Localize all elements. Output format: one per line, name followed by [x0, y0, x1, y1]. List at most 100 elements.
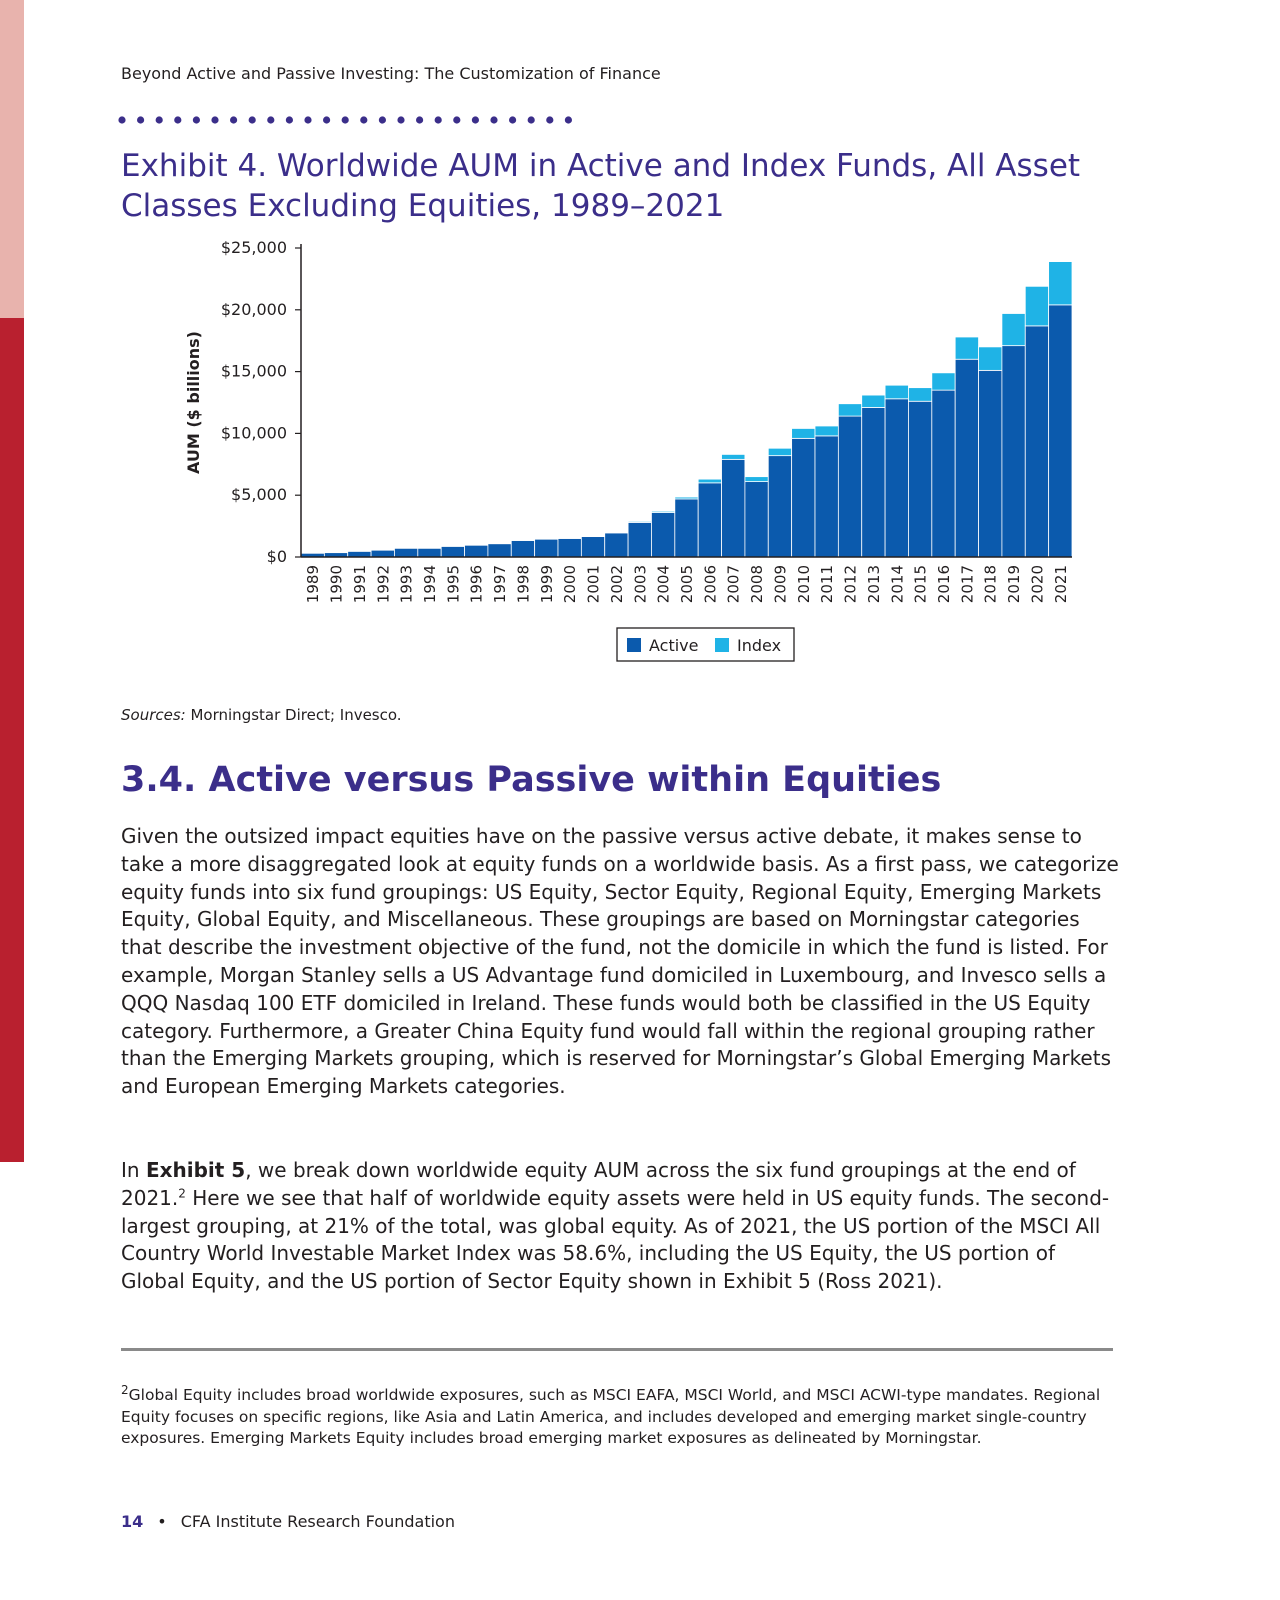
bar-active-2020: [1024, 325, 1050, 558]
divider-dot: [304, 116, 312, 124]
bar-index-2014: [884, 384, 909, 400]
divider-dot: [323, 116, 331, 124]
x-tick-label: 2007: [725, 565, 743, 603]
dotted-divider: [118, 116, 572, 124]
bar-active-2003: [627, 521, 652, 558]
footer-bullet: •: [157, 1512, 167, 1531]
divider-dot: [527, 116, 535, 124]
sidebar-accent-red: [0, 318, 24, 1162]
bar-index-2007: [721, 454, 746, 460]
bar-index-2017: [954, 336, 979, 360]
bar-active-2008: [744, 481, 769, 558]
section-title: 3.4. Active versus Passive within Equiti…: [121, 760, 942, 800]
bar-active-1992: [370, 549, 395, 558]
footnote-text: Global Equity includes broad worldwide e…: [121, 1386, 1101, 1447]
bar-active-2004: [651, 512, 676, 558]
divider-dot: [341, 116, 349, 124]
y-tick-label: $15,000: [221, 362, 287, 381]
divider-dot: [453, 116, 461, 124]
bar-index-1999: [534, 538, 559, 540]
bar-index-2008: [744, 476, 769, 483]
bar-index-2010: [791, 428, 816, 439]
divider-dot: [416, 116, 424, 124]
bar-active-2019: [1001, 345, 1026, 558]
bar-active-2012: [837, 415, 863, 558]
footnote-mark: 2: [121, 1382, 129, 1397]
x-tick-label: 2018: [982, 565, 1000, 603]
divider-dot: [155, 116, 163, 124]
x-tick-label: 1995: [444, 565, 462, 603]
footnote: 2Global Equity includes broad worldwide …: [121, 1382, 1121, 1450]
legend-label-active: Active: [649, 636, 699, 655]
bar-active-2010: [791, 437, 816, 558]
bar-index-2006: [697, 478, 722, 484]
bar-index-2002: [604, 531, 629, 534]
x-tick-label: 2013: [865, 565, 883, 603]
x-tick-label: 2012: [842, 565, 860, 603]
bar-active-1998: [510, 539, 536, 558]
bar-index-2019: [1001, 313, 1026, 347]
bar-active-2017: [954, 358, 979, 558]
bar-index-2012: [837, 403, 863, 417]
legend-box: [616, 627, 795, 662]
x-tick-label: 2014: [888, 565, 906, 603]
bar-index-2001: [580, 535, 606, 538]
bar-index-2004: [651, 510, 676, 513]
x-tick-label: 1997: [491, 565, 509, 603]
divider-dot: [509, 116, 517, 124]
bar-active-2016: [931, 389, 956, 558]
bar-index-2011: [814, 425, 839, 437]
x-tick-label: 1994: [421, 565, 439, 603]
x-tick-label: 2021: [1052, 565, 1070, 603]
sources-text: Morningstar Direct; Invesco.: [185, 706, 402, 724]
y-tick-label: $20,000: [221, 300, 287, 319]
y-tick-label: $0: [267, 547, 287, 566]
bar-index-2021: [1048, 261, 1073, 306]
x-tick-label: 1993: [398, 565, 416, 603]
sidebar-accent-pink: [0, 0, 24, 318]
bar-active-1999: [534, 538, 559, 558]
x-tick-label: 2017: [958, 565, 976, 603]
bar-index-2000: [557, 537, 582, 539]
bar-index-2018: [978, 346, 1003, 371]
y-tick-label: $10,000: [221, 423, 287, 442]
divider-dot: [490, 116, 498, 124]
sources-label: Sources:: [121, 706, 186, 724]
x-tick-label: 2000: [561, 565, 579, 603]
page-number: 14: [121, 1512, 144, 1531]
bar-active-2009: [767, 455, 793, 558]
x-tick-label: 1998: [514, 565, 532, 603]
divider-dot: [192, 116, 200, 124]
divider-dot: [248, 116, 256, 124]
divider-dot: [211, 116, 219, 124]
bar-index-2003: [627, 521, 652, 523]
page-footer: 14 • CFA Institute Research Foundation: [121, 1512, 455, 1531]
body-paragraph-2: In Exhibit 5, we break down worldwide eq…: [121, 1157, 1121, 1296]
bar-active-2006: [697, 482, 722, 558]
x-tick-label: 1996: [468, 565, 486, 603]
bar-active-1993: [394, 547, 419, 558]
footnote-rule: [121, 1348, 1113, 1351]
p2-post: Here we see that half of worldwide equit…: [121, 1185, 1110, 1294]
x-tick-label: 2005: [678, 565, 696, 603]
x-tick-label: 1999: [538, 565, 556, 603]
divider-dot: [397, 116, 405, 124]
body-paragraph-1: Given the outsized impact equities have …: [121, 824, 1119, 1099]
bar-index-2005: [674, 496, 699, 500]
divider-dot: [267, 116, 275, 124]
p2-pre: In: [121, 1158, 146, 1182]
p2-mid: , we break down worldwide equity AUM acr…: [121, 1158, 1076, 1210]
y-tick-label: $25,000: [221, 238, 287, 257]
x-tick-label: 1991: [351, 565, 369, 603]
x-tick-label: 2006: [701, 565, 719, 603]
x-tick-label: 2009: [771, 565, 789, 603]
divider-dot: [471, 116, 479, 124]
bar-index-2013: [861, 394, 886, 408]
bar-active-1991: [347, 551, 372, 558]
divider-dot: [137, 116, 145, 124]
divider-dot: [434, 116, 442, 124]
divider-dot: [546, 116, 554, 124]
x-tick-label: 2008: [748, 565, 766, 603]
divider-dot: [360, 116, 368, 124]
x-tick-label: 2016: [935, 565, 953, 603]
